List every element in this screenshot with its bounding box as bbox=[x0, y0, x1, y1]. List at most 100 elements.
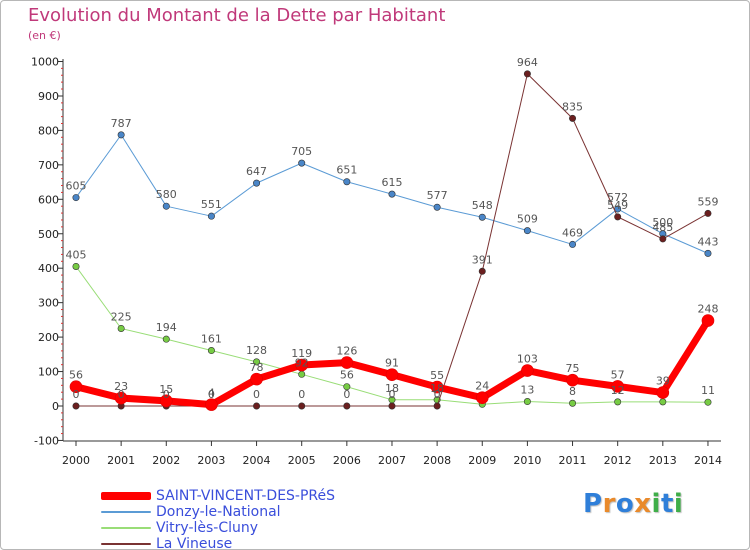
data-point bbox=[69, 380, 83, 394]
x-tick-label: 2002 bbox=[152, 454, 180, 467]
data-label: 8 bbox=[569, 385, 576, 398]
data-point bbox=[475, 391, 489, 405]
data-label: 161 bbox=[201, 333, 222, 346]
data-point bbox=[207, 212, 215, 220]
data-label: 18 bbox=[430, 382, 444, 395]
data-label: 577 bbox=[427, 189, 448, 202]
data-point bbox=[523, 398, 531, 406]
data-point bbox=[656, 386, 670, 399]
data-label: 485 bbox=[652, 221, 673, 234]
data-point bbox=[614, 213, 622, 221]
data-label: 23 bbox=[114, 380, 128, 393]
data-point bbox=[614, 398, 622, 406]
data-label: 469 bbox=[562, 226, 583, 239]
y-tick-label: 600 bbox=[38, 193, 59, 206]
y-tick-label: -100 bbox=[34, 434, 59, 447]
data-label: 75 bbox=[566, 362, 580, 375]
data-point bbox=[388, 402, 396, 410]
x-tick-label: 2011 bbox=[559, 454, 587, 467]
x-tick-label: 2014 bbox=[694, 454, 722, 467]
x-tick-label: 2006 bbox=[333, 454, 361, 467]
data-label: 194 bbox=[156, 321, 177, 334]
y-tick-label: 800 bbox=[38, 124, 59, 137]
legend-swatch bbox=[101, 511, 151, 513]
data-label: 55 bbox=[430, 369, 444, 382]
data-point bbox=[250, 372, 263, 386]
data-label: 705 bbox=[291, 145, 312, 158]
data-point bbox=[704, 209, 712, 217]
data-label: 405 bbox=[66, 248, 87, 261]
x-tick-label: 2000 bbox=[62, 454, 90, 467]
data-label: 0 bbox=[434, 388, 441, 401]
logo-letter: o bbox=[615, 489, 635, 519]
data-label: 0 bbox=[73, 388, 80, 401]
logo-letter: i bbox=[673, 489, 684, 519]
y-tick-label: 500 bbox=[38, 228, 59, 241]
logo-letter: t bbox=[660, 489, 674, 519]
data-point bbox=[478, 267, 486, 275]
data-label: 500 bbox=[652, 216, 673, 229]
logo-letter: i bbox=[651, 489, 661, 519]
data-point bbox=[159, 394, 173, 408]
y-tick-label: 900 bbox=[38, 90, 59, 103]
data-point bbox=[343, 383, 351, 391]
data-label: 551 bbox=[201, 198, 222, 211]
legend-label: SAINT-VINCENT-DES-PRéS bbox=[156, 488, 336, 504]
data-label: 0 bbox=[343, 388, 350, 401]
data-point bbox=[72, 262, 80, 270]
data-point bbox=[72, 402, 80, 410]
data-label: 57 bbox=[611, 368, 625, 381]
data-label: 443 bbox=[697, 235, 718, 248]
data-point bbox=[295, 358, 309, 372]
data-label: 248 bbox=[697, 303, 718, 316]
data-label: 548 bbox=[472, 199, 493, 212]
data-label: 572 bbox=[607, 191, 628, 204]
data-label: 0 bbox=[388, 388, 395, 401]
x-tick-label: 2001 bbox=[107, 454, 135, 467]
data-point bbox=[569, 399, 577, 407]
data-point bbox=[478, 213, 486, 221]
data-point bbox=[704, 398, 712, 406]
data-label: 580 bbox=[156, 188, 177, 201]
data-point bbox=[385, 368, 399, 381]
series-2 bbox=[72, 262, 712, 408]
y-tick-label: 200 bbox=[38, 331, 59, 344]
chart-title: Evolution du Montant de la Dette par Hab… bbox=[28, 5, 446, 26]
data-point bbox=[207, 347, 215, 355]
data-point bbox=[253, 402, 261, 410]
x-tick-label: 2013 bbox=[649, 454, 677, 467]
x-tick-label: 2007 bbox=[378, 454, 406, 467]
data-point bbox=[611, 380, 624, 393]
proxiti-logo: Proxiti bbox=[583, 489, 683, 519]
y-tick-label: 400 bbox=[38, 262, 59, 275]
data-point bbox=[340, 356, 354, 369]
logo-letter: P bbox=[583, 489, 603, 519]
logo-letter: x bbox=[634, 489, 652, 519]
chart-subtitle: (en €) bbox=[28, 29, 61, 42]
x-tick-label: 2010 bbox=[513, 454, 541, 467]
data-label: 647 bbox=[246, 165, 267, 178]
data-point bbox=[343, 402, 351, 410]
data-point bbox=[117, 324, 125, 332]
data-point bbox=[117, 131, 125, 139]
data-point bbox=[430, 380, 444, 394]
data-point bbox=[253, 179, 261, 187]
data-label: 18 bbox=[385, 382, 399, 395]
data-label: 559 bbox=[697, 195, 718, 208]
x-tick-label: 2003 bbox=[197, 454, 225, 467]
data-point bbox=[523, 70, 531, 78]
data-label: 13 bbox=[520, 384, 534, 397]
data-label: 549 bbox=[607, 199, 628, 212]
data-label: 651 bbox=[336, 164, 357, 177]
data-label: 0 bbox=[298, 388, 305, 401]
data-point bbox=[566, 373, 579, 387]
legend-swatch bbox=[101, 543, 151, 545]
data-point bbox=[659, 235, 667, 243]
data-point bbox=[569, 240, 577, 248]
data-label: 12 bbox=[611, 384, 625, 397]
legend-label: Vitry-lès-Cluny bbox=[156, 520, 259, 536]
data-point bbox=[72, 194, 80, 202]
data-label: 225 bbox=[111, 310, 132, 323]
x-tick-label: 2005 bbox=[288, 454, 316, 467]
data-point bbox=[298, 370, 306, 378]
